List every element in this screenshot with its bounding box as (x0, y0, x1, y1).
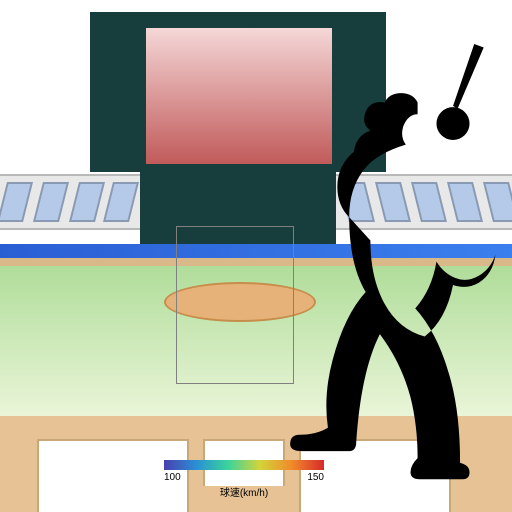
pitch-location-chart: 100 150 球速(km/h) (0, 0, 512, 512)
legend-tick: 100 (164, 472, 181, 483)
legend-gradient-bar (164, 460, 324, 470)
legend-ticks: 100 150 (164, 472, 324, 483)
batter-silhouette (276, 44, 512, 512)
legend-tick: 150 (307, 472, 324, 483)
speed-legend: 100 150 球速(km/h) (164, 460, 324, 499)
legend-label: 球速(km/h) (164, 484, 324, 499)
